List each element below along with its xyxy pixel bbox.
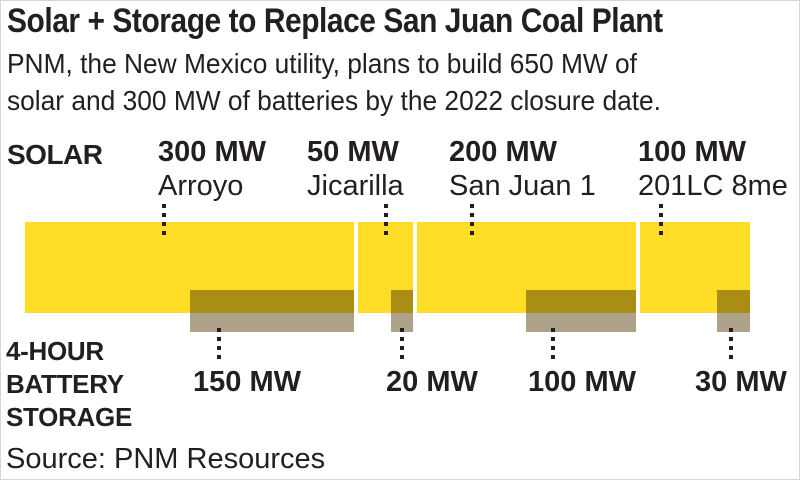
- battery-row-label: 4-HOUR BATTERY STORAGE: [6, 335, 132, 434]
- battery-bar-arroyo: [190, 290, 354, 332]
- battery-bar-san-juan-1: [526, 290, 636, 332]
- source-credit: Source: PNM Resources: [6, 443, 325, 476]
- solar-project-label-jicarilla: 50 MW Jicarilla: [307, 135, 404, 203]
- battery-row-label-line-2: BATTERY: [6, 368, 132, 401]
- solar-capacity-value: 300 MW: [158, 135, 266, 169]
- subtitle-line-1: PNM, the New Mexico utility, plans to bu…: [7, 45, 661, 82]
- leader-dotted-line-jicarilla: [384, 204, 388, 236]
- solar-project-label-201lc-8me: 100 MW 201LC 8me: [638, 135, 788, 203]
- infographic-solar-storage-chart: Solar + Storage to Replace San Juan Coal…: [0, 0, 800, 480]
- leader-dotted-line-battery-100: [551, 328, 555, 364]
- battery-row-label-line-3: STORAGE: [6, 401, 132, 434]
- battery-bar-extension: [526, 313, 636, 332]
- solar-project-name: Jicarilla: [307, 169, 404, 203]
- leader-dotted-line-battery-30: [729, 328, 733, 364]
- battery-bar-201lc-8me: [717, 290, 750, 332]
- solar-capacity-value: 100 MW: [638, 135, 788, 169]
- battery-capacity-value: 30 MW: [695, 366, 787, 399]
- subtitle-line-2: solar and 300 MW of batteries by the 202…: [7, 82, 661, 119]
- solar-project-label-arroyo: 300 MW Arroyo: [158, 135, 266, 203]
- solar-capacity-value: 50 MW: [307, 135, 404, 169]
- solar-project-name: San Juan 1: [449, 169, 596, 203]
- battery-bar-extension: [190, 313, 354, 332]
- leader-dotted-line-battery-150: [217, 328, 221, 364]
- battery-bar-overlap: [391, 290, 413, 313]
- leader-dotted-line-201lc-8me: [659, 204, 663, 236]
- solar-project-name: Arroyo: [158, 169, 266, 203]
- solar-capacity-value: 200 MW: [449, 135, 596, 169]
- solar-project-name: 201LC 8me: [638, 169, 788, 203]
- solar-project-label-san-juan-1: 200 MW San Juan 1: [449, 135, 596, 203]
- battery-row-label-line-1: 4-HOUR: [6, 335, 132, 368]
- battery-capacity-value: 20 MW: [386, 366, 478, 399]
- subtitle: PNM, the New Mexico utility, plans to bu…: [7, 45, 661, 119]
- battery-bar-overlap: [526, 290, 636, 313]
- solar-row-label: SOLAR: [7, 139, 103, 171]
- battery-bar-overlap: [717, 290, 750, 313]
- leader-dotted-line-battery-20: [400, 328, 404, 364]
- leader-dotted-line-san-juan-1: [470, 204, 474, 236]
- battery-bar-overlap: [190, 290, 354, 313]
- battery-bar-extension: [717, 313, 750, 332]
- battery-bar-jicarilla: [391, 290, 413, 332]
- leader-dotted-line-arroyo: [162, 204, 166, 236]
- page-title: Solar + Storage to Replace San Juan Coal…: [7, 2, 663, 41]
- battery-capacity-value: 150 MW: [193, 366, 301, 399]
- battery-capacity-value: 100 MW: [528, 366, 636, 399]
